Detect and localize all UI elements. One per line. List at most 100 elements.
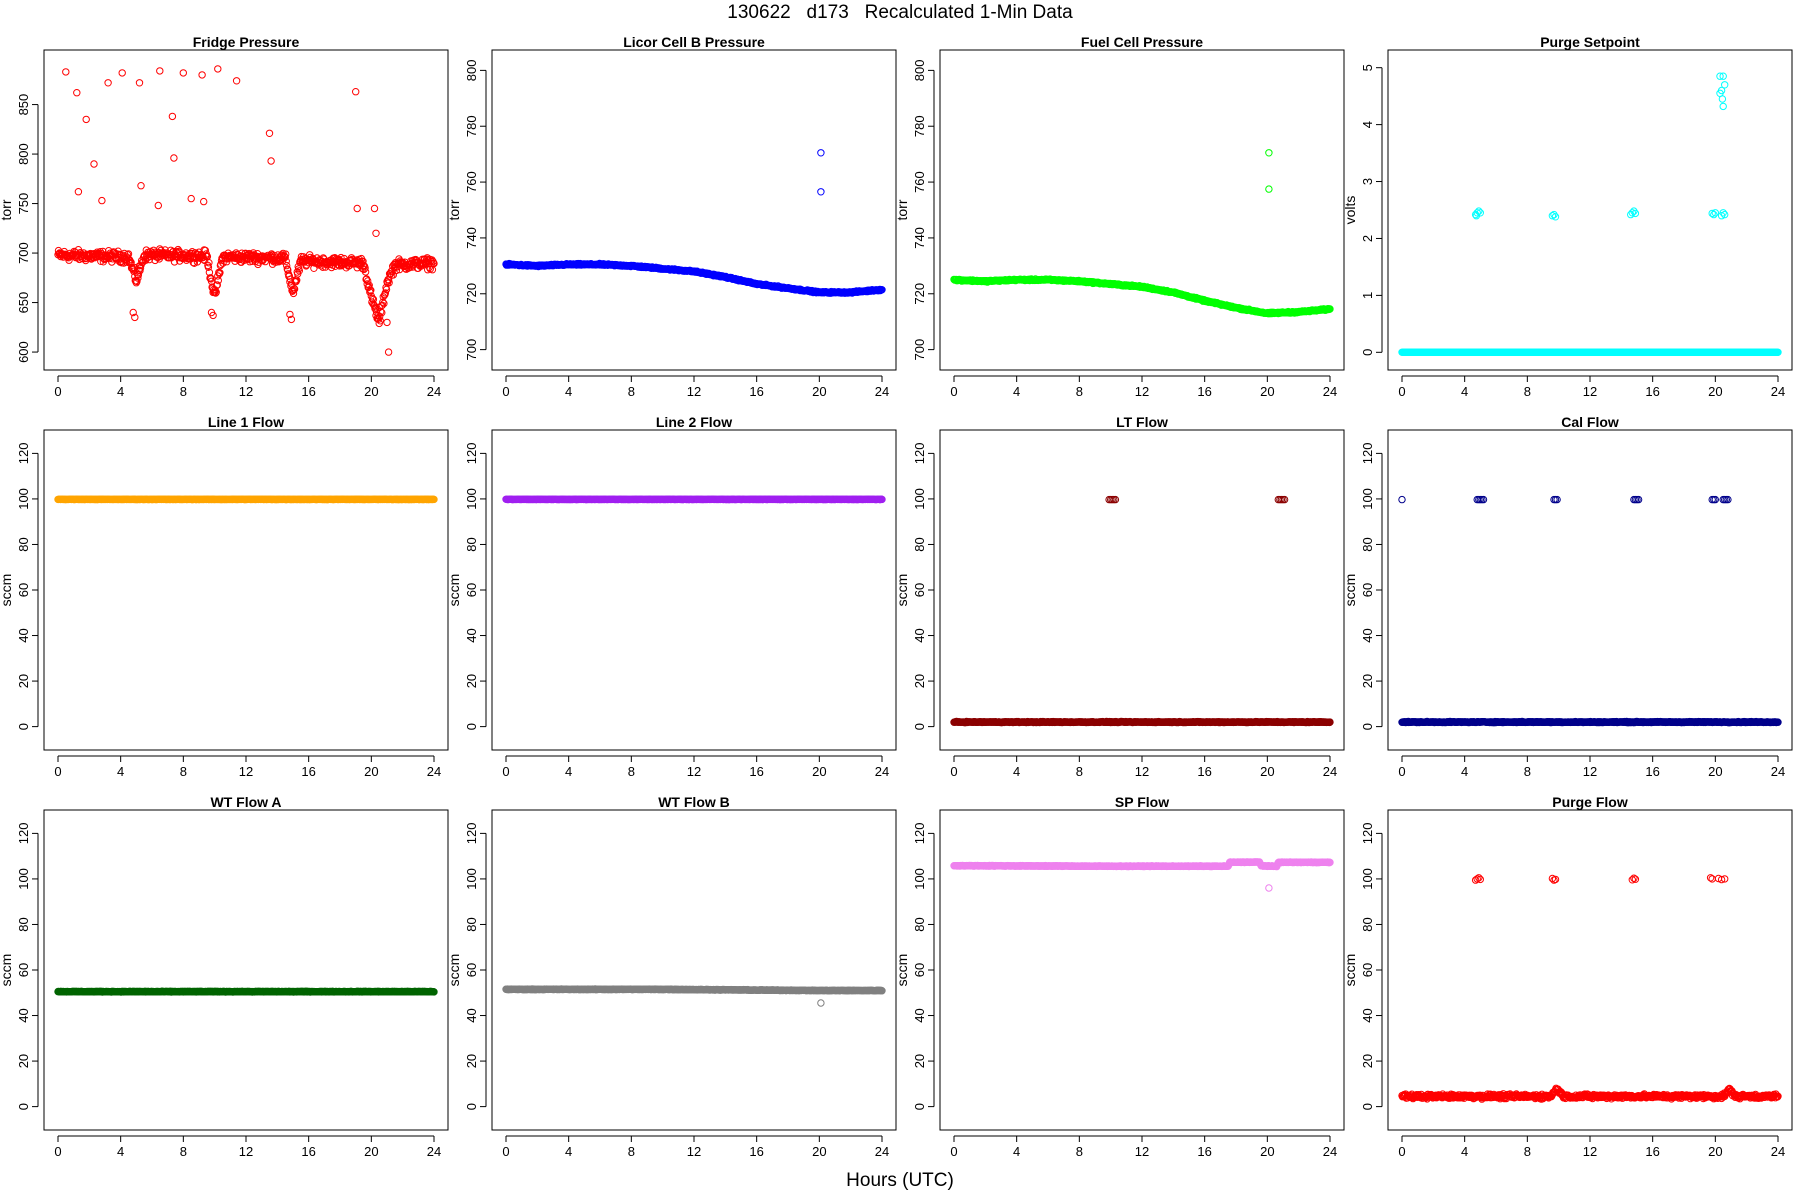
x-tick-label: 8	[1076, 384, 1083, 399]
y-tick-label: 650	[16, 292, 31, 314]
data-point	[384, 348, 393, 356]
panel-title: Licor Cell B Pressure	[623, 34, 765, 50]
x-tick-label: 0	[950, 384, 957, 399]
y-tick-label: 780	[464, 115, 479, 137]
data-point	[154, 201, 163, 210]
y-tick-label: 4	[1360, 121, 1375, 128]
data-point	[74, 188, 83, 196]
x-tick-label: 8	[628, 764, 635, 779]
data-point	[104, 79, 112, 87]
y-tick-label: 740	[912, 227, 927, 249]
band-point	[380, 299, 388, 308]
plot-frame	[43, 429, 449, 751]
y-tick-label: 1	[1360, 292, 1375, 299]
data-points	[1398, 72, 1782, 356]
data-point	[1550, 210, 1558, 219]
data-point	[179, 69, 188, 77]
x-tick-label: 24	[875, 384, 889, 399]
y-tick-label: 120	[16, 443, 31, 465]
data-point	[287, 315, 296, 324]
band-point	[205, 259, 213, 267]
data-points	[502, 495, 886, 504]
y-tick-label: 700	[464, 339, 479, 361]
data-point	[817, 149, 825, 157]
x-tick-label: 12	[239, 384, 253, 399]
data-point	[90, 160, 98, 168]
data-point	[214, 65, 222, 73]
data-point	[1710, 210, 1718, 219]
x-tick-label: 12	[1135, 384, 1149, 399]
x-tick-label: 8	[1524, 384, 1531, 399]
plot-frame	[491, 49, 897, 371]
x-tick-label: 20	[364, 764, 378, 779]
data-point	[352, 88, 360, 96]
y-tick-label: 3	[1360, 178, 1375, 185]
y-axis-label: torr	[894, 199, 910, 220]
band-point	[283, 261, 291, 270]
data-points	[502, 149, 886, 297]
band-point	[282, 257, 290, 265]
y-tick-label: 850	[16, 94, 31, 116]
y-axis-label: volts	[1342, 196, 1358, 225]
x-tick-label: 16	[749, 764, 763, 779]
data-point	[200, 197, 208, 206]
x-tick-label: 4	[1461, 384, 1468, 399]
plot-frame	[939, 49, 1345, 371]
data-point	[129, 308, 137, 317]
y-tick-label: 760	[912, 171, 927, 193]
x-tick-label: 24	[427, 764, 441, 779]
y-tick-label: 120	[464, 443, 479, 465]
x-tick-label: 0	[54, 764, 61, 779]
data-point	[1265, 185, 1273, 193]
y-axis-label: sccm	[446, 574, 462, 607]
x-tick-label: 20	[1708, 384, 1722, 399]
data-point	[353, 204, 361, 213]
band-point	[290, 285, 299, 293]
panel-title: LT Flow	[1116, 414, 1168, 430]
band-point	[878, 286, 886, 294]
panel-title: Line 2 Flow	[656, 414, 732, 430]
y-tick-label: 800	[464, 60, 479, 82]
y-tick-label: 720	[912, 283, 927, 305]
x-tick-label: 24	[875, 764, 889, 779]
panel-title: Line 1 Flow	[208, 414, 284, 430]
y-tick-label: 720	[464, 283, 479, 305]
band-point	[359, 257, 367, 265]
data-point	[98, 196, 106, 205]
band-point	[361, 264, 369, 272]
data-points	[950, 149, 1334, 318]
band-point	[134, 274, 142, 282]
data-point	[156, 67, 164, 75]
x-tick-label: 20	[812, 384, 826, 399]
data-points	[950, 495, 1334, 727]
y-tick-label: 750	[16, 193, 31, 215]
data-points	[54, 65, 438, 356]
y-tick-label: 5	[1360, 64, 1375, 71]
y-tick-label: 0	[464, 723, 479, 730]
y-tick-label: 100	[464, 488, 479, 510]
band-point	[369, 300, 377, 308]
data-point	[82, 115, 90, 124]
data-point	[267, 157, 275, 165]
data-point	[118, 69, 126, 77]
y-tick-label: 80	[464, 537, 479, 551]
y-tick-label: 600	[16, 341, 31, 363]
data-point	[370, 204, 379, 213]
data-point	[1265, 149, 1273, 157]
y-tick-label: 0	[1360, 349, 1375, 356]
band-point	[174, 245, 182, 254]
band-point	[281, 253, 289, 261]
x-tick-label: 4	[565, 384, 572, 399]
data-points	[54, 495, 438, 504]
figure-title: 130622 d173 Recalculated 1-Min Data	[727, 2, 1073, 23]
y-tick-label: 20	[464, 674, 479, 688]
data-point	[168, 112, 177, 121]
band-point	[379, 298, 387, 306]
y-tick-label: 760	[464, 171, 479, 193]
